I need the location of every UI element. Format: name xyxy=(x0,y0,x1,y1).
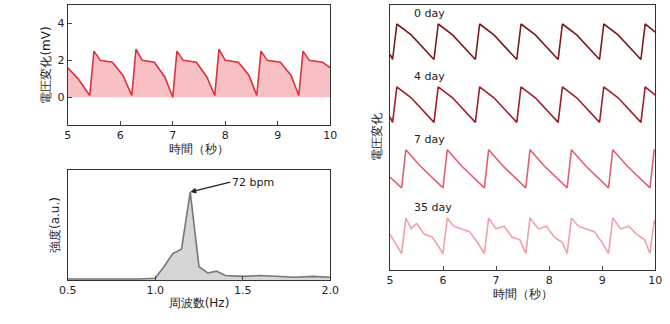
svg-text:電圧変化: 電圧変化 xyxy=(370,113,384,161)
svg-text:時間（秒）: 時間（秒） xyxy=(493,287,553,301)
svg-text:2.0: 2.0 xyxy=(322,284,340,297)
svg-text:時間（秒）: 時間（秒） xyxy=(169,142,229,156)
svg-text:6: 6 xyxy=(117,129,124,142)
svg-text:6: 6 xyxy=(440,274,447,287)
svg-text:10: 10 xyxy=(648,274,662,287)
svg-text:電圧変化(mV): 電圧変化(mV) xyxy=(39,26,53,103)
svg-text:5: 5 xyxy=(386,274,393,287)
svg-text:10: 10 xyxy=(323,129,337,142)
svg-text:1.0: 1.0 xyxy=(146,284,164,297)
svg-text:7: 7 xyxy=(493,274,500,287)
svg-text:強度(a.u.): 強度(a.u.) xyxy=(48,197,62,253)
svg-text:8: 8 xyxy=(546,274,553,287)
svg-text:4: 4 xyxy=(57,17,64,30)
svg-text:2: 2 xyxy=(57,54,64,67)
svg-text:4 day: 4 day xyxy=(414,70,445,83)
svg-text:35 day: 35 day xyxy=(414,201,452,214)
svg-text:9: 9 xyxy=(599,274,606,287)
svg-text:周波数(Hz): 周波数(Hz) xyxy=(169,296,230,310)
svg-text:0.5: 0.5 xyxy=(59,284,77,297)
svg-text:5: 5 xyxy=(64,129,71,142)
svg-text:0: 0 xyxy=(57,91,64,104)
svg-text:7: 7 xyxy=(169,129,176,142)
svg-text:7 day: 7 day xyxy=(414,133,445,146)
svg-text:1.5: 1.5 xyxy=(234,284,252,297)
svg-text:8: 8 xyxy=(222,129,229,142)
svg-text:9: 9 xyxy=(274,129,281,142)
svg-text:0 day: 0 day xyxy=(414,7,445,20)
svg-text:72 bpm: 72 bpm xyxy=(232,176,274,189)
